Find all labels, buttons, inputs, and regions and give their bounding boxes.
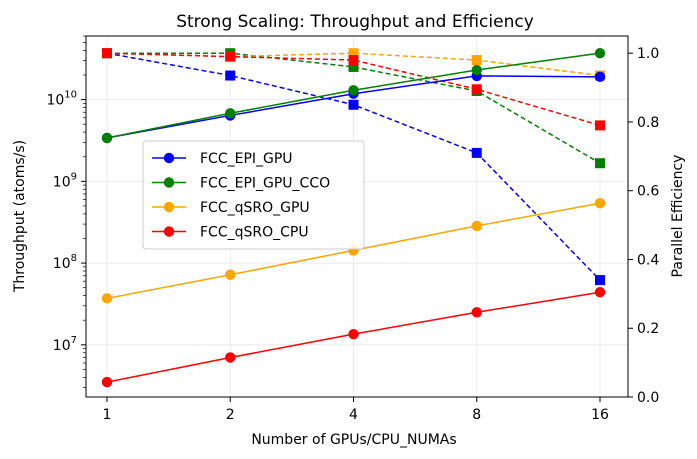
axes: 1 2 4 8 16 107 108 109 1010 0.0 0.2 0.4 0.6 0.8 1.0	[46, 35, 659, 423]
legend: FCC_EPI_GPU FCC_EPI_GPU_CCO FCC_qSRO_GPU FC…	[142, 140, 365, 250]
y-left-tick-label: 109	[53, 171, 77, 190]
throughput-marker	[101, 132, 113, 144]
efficiency-marker	[348, 61, 359, 72]
efficiency-marker	[225, 70, 236, 81]
throughput-marker	[594, 198, 606, 209]
efficiency-marker	[471, 55, 482, 66]
efficiency-marker	[595, 120, 605, 131]
y-left-tick-label: 1010	[46, 90, 77, 109]
legend-label: FCC_qSRO_CPU	[200, 225, 309, 241]
x-tick-label: 16	[591, 407, 609, 423]
efficiency-marker	[225, 51, 236, 62]
plot-frame	[85, 35, 629, 398]
throughput-marker	[225, 108, 236, 119]
legend-box	[142, 140, 365, 250]
throughput-marker	[594, 71, 606, 83]
legend-marker	[163, 201, 175, 213]
efficiency-marker	[348, 48, 359, 59]
throughput-marker	[101, 376, 113, 388]
efficiency-marker	[595, 158, 605, 169]
efficiency-marker	[471, 147, 482, 158]
legend-label: FCC_qSRO_GPU	[200, 200, 310, 216]
efficiency-marker	[595, 275, 605, 286]
x-tick-label: 4	[349, 407, 358, 423]
efficiency-marker	[348, 55, 359, 66]
x-tick-label: 1	[103, 407, 112, 423]
efficiency-line	[107, 52, 601, 164]
throughput-marker	[225, 352, 236, 363]
x-tick-label: 2	[226, 407, 235, 423]
legend-label: FCC_EPI_GPU_CCO	[200, 176, 330, 192]
y-left-tick-label: 107	[53, 335, 77, 354]
efficiency-marker	[102, 48, 112, 59]
y-right-tick-label: 1.0	[637, 46, 659, 62]
y-right-tick-label: 0.8	[637, 115, 659, 131]
throughput-marker	[225, 269, 236, 280]
efficiency-line	[106, 52, 601, 127]
throughput-marker	[471, 220, 482, 232]
throughput-marker	[101, 293, 113, 304]
legend-marker	[163, 152, 175, 164]
chart-title: Strong Scaling: Throughput and Efficienc…	[176, 12, 534, 32]
legend-marker	[163, 177, 175, 188]
efficiency-marker	[348, 99, 359, 110]
x-axis-label: Number of GPUs/CPU_NUMAs	[251, 432, 456, 448]
throughput-marker	[348, 85, 359, 96]
throughput-marker	[594, 47, 606, 59]
legend-label: FCC_EPI_GPU	[200, 151, 293, 167]
y-axis-right-label: Parallel Efficiency	[670, 155, 686, 278]
throughput-marker	[348, 328, 359, 340]
y-axis-left-label: Throughput (atoms/s)	[12, 140, 28, 293]
x-tick-label: 8	[472, 407, 481, 423]
throughput-marker	[471, 307, 482, 318]
efficiency-marker	[471, 84, 482, 95]
legend-marker	[163, 226, 175, 237]
series-lines	[101, 47, 606, 388]
throughput-marker	[594, 287, 606, 298]
y-right-tick-label: 0.2	[637, 321, 659, 337]
y-right-tick-label: 0.0	[637, 390, 659, 406]
y-right-tick-label: 0.4	[637, 252, 659, 268]
y-right-tick-label: 0.6	[637, 184, 659, 200]
throughput-marker	[471, 64, 482, 76]
y-left-tick-label: 108	[53, 253, 77, 272]
